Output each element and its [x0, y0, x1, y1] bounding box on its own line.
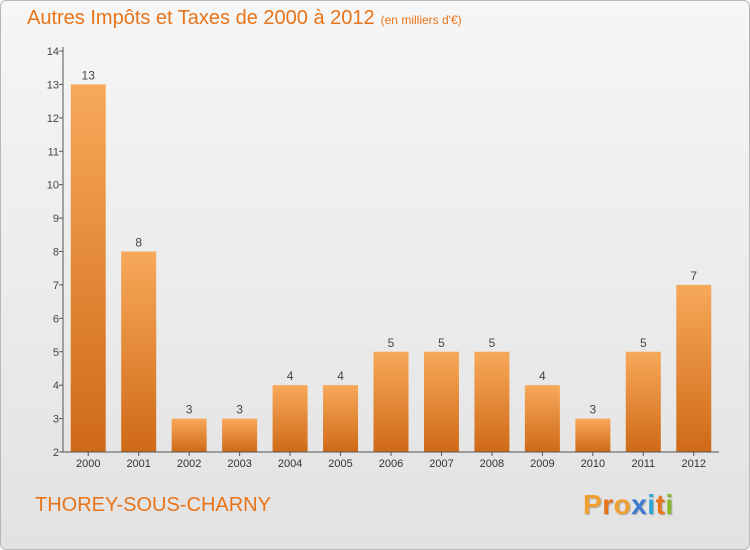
- bar-2005: [323, 385, 359, 452]
- y-tick-label: 13: [47, 79, 59, 91]
- logo-letter: i: [665, 489, 674, 520]
- data-label-2012: 7: [690, 269, 697, 283]
- bar-2009: [524, 385, 560, 452]
- y-tick-label: 5: [53, 347, 59, 359]
- bar-2000: [70, 84, 106, 453]
- x-tick-label-2000: 2000: [76, 458, 100, 470]
- y-tick-label: 3: [53, 414, 59, 426]
- data-label-2000: 13: [82, 68, 96, 82]
- y-tick-label: 6: [53, 313, 59, 325]
- y-tick-label: 2: [53, 447, 59, 459]
- y-tick-label: 9: [53, 213, 59, 225]
- bar-2004: [272, 385, 308, 452]
- y-tick-label: 7: [53, 280, 59, 292]
- logo-letter: t: [655, 489, 666, 520]
- y-tick-label: 10: [47, 180, 59, 192]
- x-tick-label-2005: 2005: [328, 458, 352, 470]
- bar-2012: [676, 284, 712, 452]
- data-label-2009: 4: [539, 369, 546, 383]
- x-tick-label-2011: 2011: [631, 458, 655, 470]
- bar-2007: [423, 351, 459, 452]
- logo-letter: i: [647, 489, 656, 520]
- y-tick-label: 4: [53, 380, 59, 392]
- data-label-2007: 5: [438, 336, 445, 350]
- bar-2011: [625, 351, 661, 452]
- chart-title-block: Autres Impôts et Taxes de 2000 à 2012 (en…: [27, 7, 462, 30]
- bar-2010: [575, 418, 611, 452]
- bars: 13 8 3 3 4 4 5 5 5 4 3 5 7: [70, 68, 712, 453]
- x-tick-label-2006: 2006: [379, 458, 403, 470]
- x-tick-label-2001: 2001: [126, 458, 150, 470]
- x-axis: 2000 2001 2002 2003 2004 2005 2006 2007 2008 2009…: [63, 451, 719, 470]
- data-label-2002: 3: [186, 403, 193, 417]
- data-label-2010: 3: [590, 403, 597, 417]
- bar-2008: [474, 351, 510, 452]
- y-tick-label: 12: [47, 113, 59, 125]
- data-label-2004: 4: [287, 369, 294, 383]
- bar-2002: [171, 418, 207, 452]
- x-tick-label-2009: 2009: [530, 458, 554, 470]
- logo-letter: o: [613, 489, 632, 520]
- y-tick-label: 14: [47, 46, 59, 58]
- data-label-2008: 5: [489, 336, 496, 350]
- chart-subtitle: (en milliers d'€): [380, 13, 462, 27]
- logo-letter: r: [602, 489, 614, 520]
- proxiti-logo[interactable]: Proxiti: [583, 489, 674, 521]
- bar-2001: [121, 251, 157, 452]
- bar-2003: [222, 418, 258, 452]
- y-tick-label: 8: [53, 247, 59, 259]
- bar-2006: [373, 351, 409, 452]
- x-tick-label-2004: 2004: [278, 458, 302, 470]
- commune-name: THOREY-SOUS-CHARNY: [35, 494, 271, 516]
- x-tick-label-2008: 2008: [480, 458, 504, 470]
- data-label-2001: 8: [135, 236, 142, 250]
- x-tick-label-2003: 2003: [227, 458, 251, 470]
- chart-title: Autres Impôts et Taxes de 2000 à 2012: [27, 7, 375, 29]
- x-tick-label-2002: 2002: [177, 458, 201, 470]
- x-tick-label-2007: 2007: [429, 458, 453, 470]
- y-axis: 2 3 4 5 6 7 8 9 10 11 12 13 14: [47, 46, 64, 459]
- y-tick-label: 11: [48, 146, 59, 158]
- logo-letter: x: [631, 489, 648, 520]
- data-label-2003: 3: [236, 403, 243, 417]
- x-tick-label-2012: 2012: [682, 458, 706, 470]
- data-label-2006: 5: [388, 336, 395, 350]
- data-label-2005: 4: [337, 369, 344, 383]
- data-label-2011: 5: [640, 336, 647, 350]
- x-tick-label-2010: 2010: [581, 458, 605, 470]
- logo-letter: P: [583, 489, 603, 520]
